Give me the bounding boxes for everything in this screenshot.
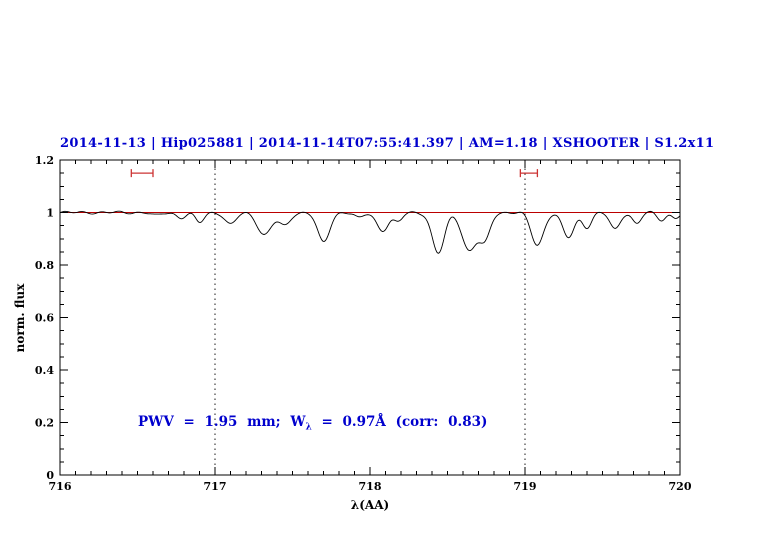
x-tick-label: 716 xyxy=(49,480,72,493)
y-tick-label: 0.8 xyxy=(35,259,54,272)
y-tick-label: 0.4 xyxy=(35,364,54,377)
spectrum-line xyxy=(59,210,681,254)
plot-title: 2014-11-13 | Hip025881 | 2014-11-14T07:5… xyxy=(60,136,715,151)
y-tick-label: 1 xyxy=(46,207,54,220)
x-tick-label: 720 xyxy=(669,480,692,493)
x-tick-label: 719 xyxy=(514,480,537,493)
y-tick-label: 0 xyxy=(46,469,54,482)
x-tick-label: 717 xyxy=(204,480,227,493)
annotation-prefix: PWV = 1.95 mm; W xyxy=(138,414,306,430)
x-axis-label: λ(AA) xyxy=(350,498,390,512)
pwv-annotation: PWV = 1.95 mm; Wλ = 0.97Å (corr: 0.83) xyxy=(138,414,487,433)
y-axis-label: norm. flux xyxy=(13,283,27,353)
y-tick-label: 0.2 xyxy=(35,417,54,430)
y-tick-label: 1.2 xyxy=(35,154,54,167)
annotation-suffix: = 0.97Å (corr: 0.83) xyxy=(311,414,488,430)
x-tick-label: 718 xyxy=(359,480,382,493)
w-lambda-subscript: λ xyxy=(305,422,312,433)
y-tick-label: 0.6 xyxy=(35,312,54,325)
